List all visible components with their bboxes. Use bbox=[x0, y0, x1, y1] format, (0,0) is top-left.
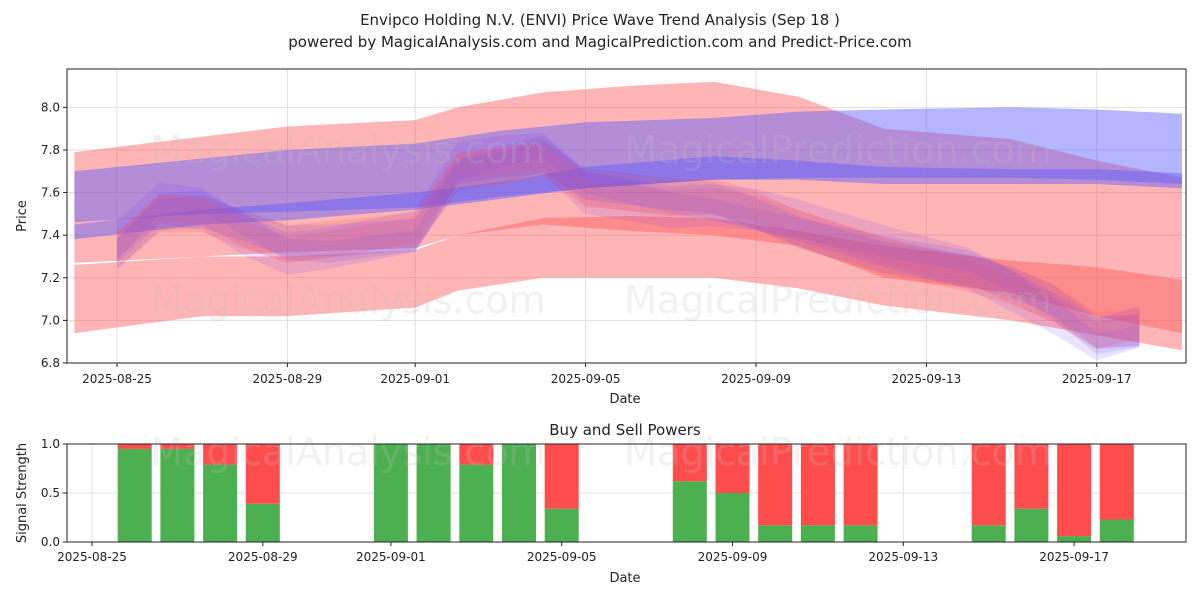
price-wave-band bbox=[117, 135, 1140, 355]
buy-power-bar bbox=[544, 508, 579, 542]
price-plot-frame bbox=[66, 68, 1187, 364]
price-band-blue-3 bbox=[74, 156, 1182, 240]
sell-power-bar bbox=[843, 444, 878, 526]
sell-power-bar bbox=[1014, 444, 1049, 509]
price-y-tick-label: 7.2 bbox=[41, 271, 60, 285]
sell-power-bar bbox=[544, 444, 579, 509]
price-wave-band bbox=[117, 132, 1140, 361]
sell-power-bar bbox=[117, 444, 152, 449]
buy-power-bar bbox=[715, 493, 750, 542]
price-x-tick-label: 2025-09-05 bbox=[551, 372, 621, 386]
buy-power-bar bbox=[800, 525, 835, 542]
price-band-red-1 bbox=[74, 216, 1182, 351]
price-x-tick-label: 2025-08-25 bbox=[82, 372, 152, 386]
buy-power-bar bbox=[672, 481, 707, 542]
chart-subtitle: powered by MagicalAnalysis.com and Magic… bbox=[288, 33, 912, 51]
power-x-tick-label: 2025-08-25 bbox=[57, 550, 127, 564]
buy-power-bar bbox=[245, 503, 280, 542]
watermark-prediction-top: MagicalPrediction.com bbox=[624, 128, 1052, 172]
buy-power-bar bbox=[373, 444, 408, 542]
sell-power-bar bbox=[160, 444, 195, 449]
chart-title: Envipco Holding N.V. (ENVI) Price Wave T… bbox=[360, 11, 840, 29]
price-y-ticks: 6.8 7.0 7.2 7.4 7.6 7.8 8.0 bbox=[41, 100, 67, 370]
price-x-ticks: 2025-08-25 2025-08-29 2025-09-01 2025-09-05… bbox=[82, 363, 1132, 386]
power-x-tick-label: 2025-09-05 bbox=[527, 550, 597, 564]
price-y-label: Price bbox=[15, 200, 30, 232]
price-band-blue-2 bbox=[74, 107, 1182, 223]
sell-power-bar bbox=[800, 444, 835, 526]
price-wave-band bbox=[117, 140, 1140, 350]
buy-power-bar bbox=[1099, 519, 1134, 542]
buy-power-bar bbox=[203, 464, 238, 542]
price-x-tick-label: 2025-09-09 bbox=[721, 372, 791, 386]
power-y-tick-label: 0.5 bbox=[41, 486, 60, 500]
price-y-tick-label: 6.8 bbox=[41, 356, 60, 370]
buy-power-bar bbox=[117, 448, 152, 542]
price-y-tick-label: 7.6 bbox=[41, 186, 60, 200]
price-x-label: Date bbox=[609, 392, 640, 407]
price-x-tick-label: 2025-08-29 bbox=[253, 372, 323, 386]
buy-power-bar bbox=[1014, 508, 1049, 542]
power-x-tick-label: 2025-09-09 bbox=[698, 550, 768, 564]
power-y-ticks: 0.0 0.5 1.0 bbox=[41, 437, 67, 549]
watermark-analysis-top: MagicalAnalysis.com bbox=[150, 128, 545, 172]
power-y-label: Signal Strength bbox=[15, 443, 30, 543]
price-y-tick-label: 8.0 bbox=[41, 100, 60, 114]
price-band-red-0 bbox=[74, 81, 1182, 334]
price-y-tick-label: 7.4 bbox=[41, 228, 60, 242]
price-y-tick-label: 7.0 bbox=[41, 313, 60, 327]
power-title: Buy and Sell Powers bbox=[549, 421, 701, 439]
buy-power-bar bbox=[1057, 536, 1092, 542]
buy-power-bar bbox=[758, 525, 793, 542]
buy-power-bar bbox=[502, 444, 536, 542]
power-x-tick-label: 2025-09-17 bbox=[1039, 550, 1109, 564]
sell-power-bar bbox=[971, 444, 1006, 526]
price-x-tick-label: 2025-09-17 bbox=[1062, 372, 1132, 386]
power-x-label: Date bbox=[609, 571, 640, 586]
watermark-prediction-bottom: MagicalPrediction.com bbox=[624, 430, 1052, 474]
power-plot: Buy and Sell Powers MagicalAnalysis.com … bbox=[15, 421, 1187, 586]
buy-power-bar bbox=[416, 444, 451, 542]
price-bands bbox=[74, 81, 1182, 351]
price-y-tick-label: 7.8 bbox=[41, 143, 60, 157]
power-x-tick-label: 2025-08-29 bbox=[228, 550, 298, 564]
power-x-tick-label: 2025-09-13 bbox=[868, 550, 938, 564]
watermark-analysis-mid: MagicalAnalysis.com bbox=[150, 278, 545, 322]
power-x-ticks: 2025-08-25 2025-08-29 2025-09-01 2025-09-05… bbox=[57, 542, 1109, 564]
power-bars bbox=[117, 444, 1134, 542]
watermark-analysis-bottom: MagicalAnalysis.com bbox=[150, 430, 545, 474]
watermark-prediction-mid: MagicalPrediction.com bbox=[624, 278, 1052, 322]
sell-power-bar bbox=[203, 444, 238, 465]
sell-power-bar bbox=[758, 444, 793, 526]
buy-power-bar bbox=[843, 525, 878, 542]
sell-power-bar bbox=[245, 444, 280, 504]
price-grid bbox=[67, 69, 1186, 364]
price-wave-traces bbox=[117, 132, 1140, 361]
sell-power-bar bbox=[1099, 444, 1134, 520]
power-y-tick-label: 0.0 bbox=[41, 535, 60, 549]
buy-power-bar bbox=[971, 525, 1006, 542]
price-x-tick-label: 2025-09-01 bbox=[380, 372, 450, 386]
buy-power-bar bbox=[160, 448, 195, 542]
sell-power-bar bbox=[459, 444, 494, 465]
sell-power-bar bbox=[672, 444, 707, 482]
sell-power-bar bbox=[1057, 444, 1092, 537]
price-plot: MagicalAnalysis.com MagicalPrediction.co… bbox=[15, 68, 1187, 407]
sell-power-bar bbox=[715, 444, 750, 493]
power-y-tick-label: 1.0 bbox=[41, 437, 60, 451]
price-x-tick-label: 2025-09-13 bbox=[892, 372, 962, 386]
buy-power-bar bbox=[459, 464, 494, 542]
power-x-tick-label: 2025-09-01 bbox=[356, 550, 426, 564]
price-wave-band bbox=[117, 143, 1140, 349]
price-wave-band bbox=[117, 140, 1140, 348]
